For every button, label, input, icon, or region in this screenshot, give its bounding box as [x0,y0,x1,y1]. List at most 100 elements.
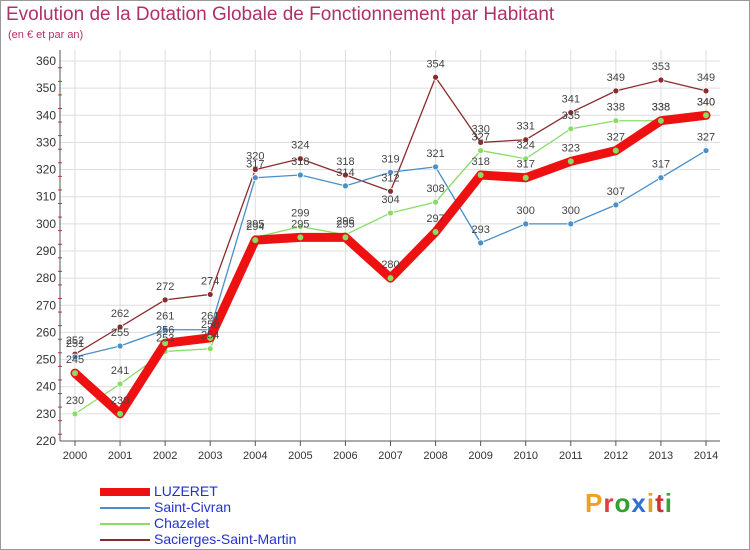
point-saint-civran-2008 [432,163,439,171]
point-luzeret-2002 [162,340,169,347]
point-luzeret-2011 [567,158,574,165]
data-label-luzeret-2000: 245 [66,354,84,366]
point-saint-civran-2001 [116,342,124,350]
data-label-saint-civran-2010: 300 [517,205,535,217]
point-sacierges-saint-martin-2009 [477,139,485,146]
point-sacierges-saint-martin-2013 [657,76,665,84]
logo-letter: P [585,488,604,518]
data-label-chazelet-2003: 254 [201,330,219,342]
data-label-chazelet-2002: 253 [156,332,174,344]
point-chazelet-2009 [477,147,485,154]
data-label-saint-civran-2011: 300 [562,205,580,217]
data-label-luzeret-2010: 317 [517,159,535,171]
point-luzeret-2001 [117,410,124,417]
point-saint-civran-2014 [702,147,710,154]
point-luzeret-2000 [72,370,78,377]
point-chazelet-2012 [612,117,620,125]
logo-letter: t [655,488,665,518]
point-chazelet-2003 [206,345,214,353]
data-label-chazelet-2007: 304 [381,194,399,206]
point-saint-civran-2000 [71,353,79,361]
data-label-saint-civran-2002: 261 [156,311,174,323]
point-saint-civran-2004 [251,174,259,182]
data-label-luzeret-2008: 297 [426,213,444,225]
point-saint-civran-2007 [387,168,394,176]
y-tick-label: 250 [36,353,56,367]
point-sacierges-saint-martin-2004 [251,166,259,173]
y-tick-label: 280 [36,271,56,285]
point-luzeret-2013 [657,117,664,124]
y-tick-label: 340 [36,108,56,122]
y-tick-label: 260 [36,325,56,339]
data-label-sacierges-saint-martin-2011: 341 [562,94,580,106]
data-label-sacierges-saint-martin-2003: 274 [201,275,219,287]
x-tick-label: 2004 [243,450,267,462]
legend-swatch-chazelet [100,523,150,525]
data-label-sacierges-saint-martin-2009: 330 [471,123,489,135]
data-label-chazelet-2010: 324 [517,140,535,152]
data-label-saint-civran-2009: 293 [471,224,489,236]
point-chazelet-2001 [116,380,124,388]
point-sacierges-saint-martin-2012 [612,87,620,95]
point-luzeret-2008 [432,229,439,235]
data-label-saint-civran-2006: 314 [336,167,354,179]
point-chazelet-2000 [71,410,79,418]
y-tick-label: 220 [36,434,56,448]
y-tick-label: 320 [36,163,56,177]
chart-subtitle: (en € et par an) [8,29,84,41]
data-label-saint-civran-2003: 261 [201,311,219,323]
x-tick-label: 2005 [288,450,312,462]
data-label-chazelet-2013: 338 [652,102,670,114]
data-label-luzeret-2003: 258 [201,319,219,331]
data-label-luzeret-2013: 338 [652,102,670,114]
data-label-sacierges-saint-martin-2012: 349 [607,72,625,84]
y-tick-label: 270 [36,298,56,312]
x-tick-label: 2013 [649,450,673,462]
legend-swatch-sacierges [100,539,150,541]
x-tick-label: 2012 [604,450,628,462]
y-tick-label: 230 [36,407,56,421]
data-label-sacierges-saint-martin-2006: 318 [336,156,354,168]
data-label-chazelet-2014: 340 [697,96,715,108]
x-tick-label: 2014 [694,450,718,462]
data-label-luzeret-2014: 340 [697,96,715,108]
data-label-sacierges-saint-martin-2002: 272 [156,281,174,293]
point-chazelet-2011 [567,125,575,133]
data-label-sacierges-saint-martin-2001: 262 [111,308,129,320]
point-sacierges-saint-martin-2003 [206,291,214,298]
data-label-chazelet-2008: 308 [426,183,444,195]
point-sacierges-saint-martin-2005 [296,155,304,163]
series-layer [70,73,711,419]
point-sacierges-saint-martin-2006 [342,171,349,179]
point-saint-civran-2010 [522,220,530,228]
x-tick-label: 2003 [198,450,222,462]
legend-label-sacierges: Sacierges-Saint-Martin [154,531,297,547]
data-label-saint-civran-2001: 255 [111,327,129,339]
point-sacierges-saint-martin-2014 [702,87,710,95]
y-tick-label: 300 [36,217,56,231]
point-saint-civran-2002 [161,326,169,334]
y-tick-label: 360 [36,54,56,68]
y-tick-label: 240 [36,380,56,394]
data-label-sacierges-saint-martin-2004: 320 [246,151,264,163]
data-label-chazelet-2009: 327 [471,132,489,144]
data-label-luzeret-2009: 318 [471,156,489,168]
point-sacierges-saint-martin-2001 [116,323,124,331]
data-label-saint-civran-2005: 318 [291,156,309,168]
data-label-sacierges-saint-martin-2005: 324 [291,140,309,152]
point-chazelet-2010 [522,155,530,163]
data-label-luzeret-2004: 294 [246,221,264,233]
point-luzeret-2006 [342,234,349,241]
data-label-luzeret-2005: 295 [291,218,309,230]
data-label-saint-civran-2014: 327 [697,132,715,144]
data-label-sacierges-saint-martin-2014: 349 [697,72,715,84]
point-luzeret-2010 [522,174,529,181]
data-label-saint-civran-2012: 307 [607,186,625,198]
data-label-layer: 252 262 272 274 320 324 318 312 354 330 331 341 349 3… [66,58,715,407]
x-tick-label: 2007 [378,450,402,462]
x-tick-label: 2009 [468,450,492,462]
legend-label-luzeret: LUZERET [154,483,218,499]
data-label-chazelet-2011: 335 [562,110,580,122]
data-label-chazelet-2001: 241 [111,365,129,377]
